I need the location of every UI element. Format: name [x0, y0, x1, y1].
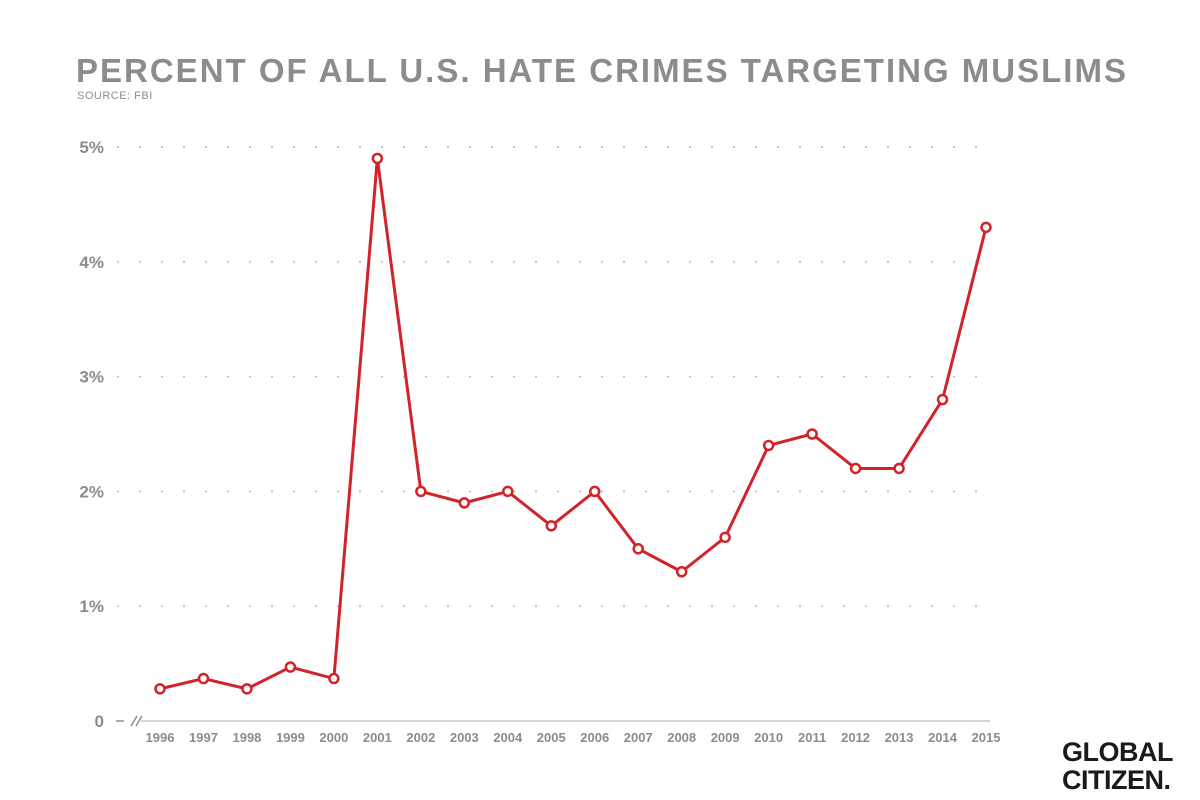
data-point: [849, 462, 862, 475]
y-tick-label: 3%: [79, 368, 104, 387]
x-tick-label: 2004: [493, 730, 523, 745]
gridlines: [117, 146, 991, 608]
series-line: [159, 156, 988, 691]
x-tick-label: 1999: [276, 730, 305, 745]
x-tick-label: 1997: [189, 730, 218, 745]
x-tick-label: 2000: [319, 730, 348, 745]
data-point: [762, 439, 775, 452]
data-point: [241, 683, 253, 695]
x-tick-label: 2011: [798, 730, 826, 745]
data-point: [545, 520, 558, 532]
data-point: [502, 485, 514, 498]
y-tick-label: 1%: [79, 597, 104, 616]
y-axis-ticks: 0 1% 2% 3% 4% 5%: [79, 138, 104, 731]
chart-source: SOURCE: FBI: [77, 90, 153, 102]
chart-title: PERCENT OF ALL U.S. HATE CRIMES TARGETIN…: [76, 52, 1128, 89]
x-tick-label: 1998: [232, 730, 261, 745]
x-tick-label: 2006: [580, 730, 609, 745]
x-tick-label: 2009: [711, 730, 740, 745]
x-axis: [116, 715, 990, 727]
y-tick-label: 0: [95, 712, 104, 731]
axis-break-mark: [135, 715, 143, 727]
x-tick-label: 1996: [146, 730, 175, 745]
data-point: [675, 566, 688, 578]
x-tick-label: 2013: [885, 730, 914, 745]
y-tick-label: 4%: [79, 253, 104, 272]
data-point: [197, 672, 210, 685]
data-point: [632, 543, 644, 555]
x-tick-label: 2014: [928, 730, 958, 745]
x-tick-label: 2001: [363, 730, 392, 745]
data-point: [980, 221, 992, 234]
data-point: [719, 531, 731, 544]
data-point: [371, 152, 384, 165]
x-tick-label: 2008: [667, 730, 696, 745]
y-tick-label: 2%: [79, 482, 104, 501]
series-line-path: [159, 156, 988, 691]
axis-break-mark: [130, 715, 138, 727]
data-point: [936, 393, 949, 406]
global-citizen-logo: GLOBAL CITIZEN.: [1062, 737, 1174, 795]
data-point: [588, 485, 601, 498]
logo-line-1: GLOBAL: [1062, 737, 1174, 767]
data-point: [458, 497, 471, 509]
data-points: [154, 152, 992, 695]
data-point: [893, 462, 905, 475]
x-tick-label: 2015: [972, 730, 1001, 745]
x-tick-label: 2005: [537, 730, 566, 745]
x-tick-label: 2007: [624, 730, 653, 745]
data-point: [154, 683, 166, 695]
x-tick-label: 2002: [406, 730, 435, 745]
data-point: [284, 661, 297, 673]
x-tick-label: 2012: [841, 730, 870, 745]
x-axis-ticks: 1996 1997 1998 1999 2000 2001 2002 2003 2004 2005…: [146, 730, 1001, 745]
x-tick-label: 2003: [450, 730, 479, 745]
data-point: [415, 485, 427, 498]
x-tick-label: 2010: [754, 730, 783, 745]
data-point: [806, 428, 818, 440]
logo-line-2: CITIZEN.: [1062, 765, 1171, 795]
y-tick-label: 5%: [79, 138, 104, 157]
data-point: [328, 672, 340, 685]
